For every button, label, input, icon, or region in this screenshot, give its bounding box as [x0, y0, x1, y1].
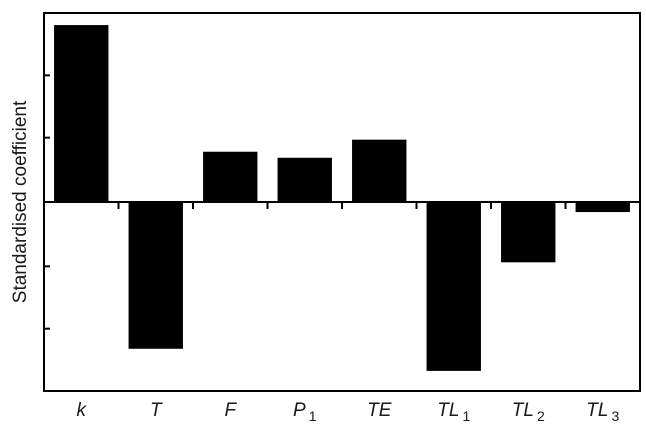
bar-3 — [277, 157, 332, 202]
x-tick-label-0: k — [77, 400, 88, 421]
y-axis-label: Standardised coefficient — [10, 100, 31, 303]
bar-7 — [575, 202, 630, 213]
x-tick-label-5: TL 1 — [437, 400, 470, 424]
x-tick-label-6: TL 2 — [512, 400, 545, 424]
bars — [54, 25, 630, 371]
x-tick-labels: k T F P 1 TE TL 1 TL 2 TL 3 — [77, 400, 620, 424]
bar-5 — [426, 202, 481, 371]
x-tick-label-4: TE — [367, 400, 392, 421]
x-tick-label-2: F — [224, 400, 237, 421]
bar-2 — [203, 151, 258, 202]
bar-6 — [501, 202, 556, 263]
bar-4 — [352, 139, 407, 202]
y-ticks — [44, 74, 50, 330]
x-tick-label-1: T — [150, 400, 163, 421]
bar-0 — [54, 25, 109, 203]
x-tick-label-7: TL 3 — [586, 400, 619, 424]
bar-1 — [128, 202, 183, 349]
x-ticks — [117, 202, 567, 209]
